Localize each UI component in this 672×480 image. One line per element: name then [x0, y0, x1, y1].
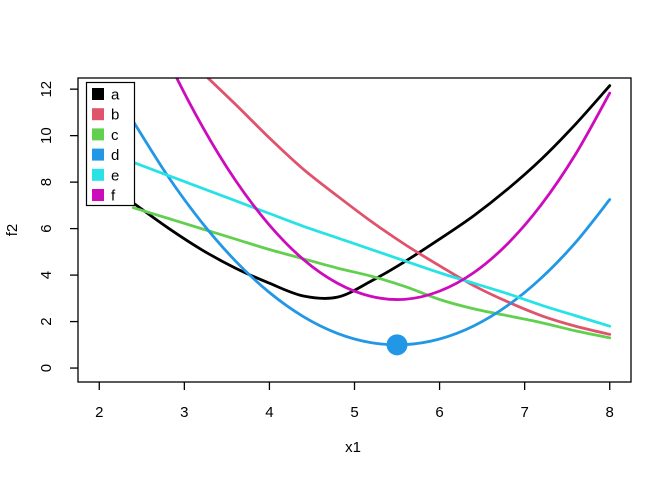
x-axis-tick-label: 8: [606, 404, 614, 421]
curve-b: [205, 78, 612, 336]
x-axis-tick-label: 2: [95, 404, 103, 421]
x-axis-tick-label: 7: [520, 404, 528, 421]
legend-label-f: f: [111, 188, 116, 205]
y-axis-tick-label: 12: [38, 81, 55, 98]
x-axis-title: x1: [345, 439, 361, 456]
legend-swatch-f: [92, 189, 104, 201]
legend-label-a: a: [111, 87, 120, 104]
highlight-point-marker: [386, 334, 408, 356]
x-axis-tick-label: 5: [350, 404, 358, 421]
curve-a: [131, 84, 612, 300]
legend-label-d: d: [111, 147, 119, 164]
plot-box: [77, 77, 632, 383]
x-axis-tick-label: 6: [435, 404, 443, 421]
y-axis-tick-label: 2: [38, 317, 55, 325]
curve-d: [131, 120, 612, 347]
legend-label-b: b: [111, 107, 119, 124]
x-axis-tick-label: 3: [180, 404, 188, 421]
curve-f: [175, 78, 612, 301]
legend-swatch-d: [92, 148, 104, 161]
y-axis-tick-label: 10: [38, 127, 55, 144]
y-axis-tick-label: 6: [38, 224, 55, 232]
legend-swatch-e: [92, 168, 104, 181]
legend-swatch-a: [92, 88, 104, 100]
curve-c: [131, 206, 612, 340]
y-axis-tick-label: 4: [38, 271, 55, 279]
x-axis-tick-label: 4: [265, 404, 273, 421]
y-axis-tick-label: 0: [38, 364, 55, 372]
legend-label-c: c: [111, 127, 119, 144]
y-axis-tick-label: 8: [38, 178, 55, 186]
legend-label-e: e: [111, 167, 119, 184]
legend-swatch-b: [92, 108, 104, 121]
y-axis-title: f2: [4, 224, 21, 237]
legend-box: [85, 81, 136, 207]
curve-e: [131, 160, 612, 328]
legend-swatch-c: [92, 128, 104, 141]
